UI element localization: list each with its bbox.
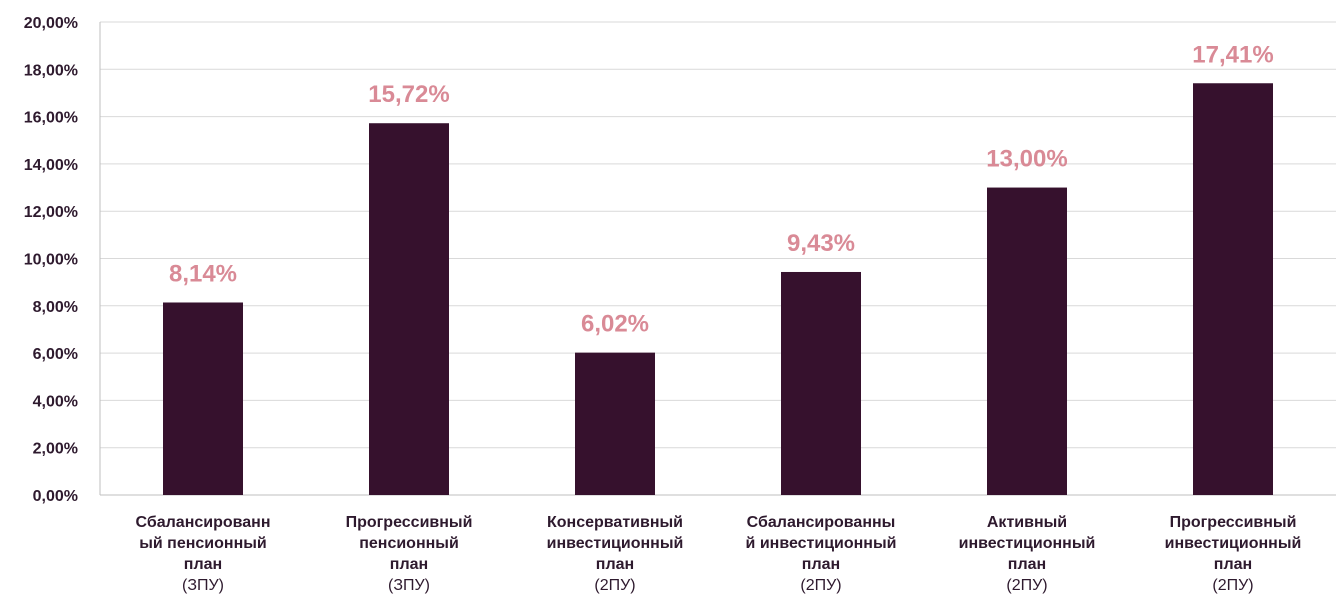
bar: [575, 352, 655, 495]
category-label-line: план: [1214, 556, 1252, 573]
category-label-line: план: [184, 556, 222, 573]
bar: [987, 187, 1067, 496]
y-tick-label: 10,00%: [24, 252, 78, 269]
category-label-line: Прогрессивный: [346, 514, 473, 531]
category-label: Прогрессивный пенсионный план (ЗПУ): [346, 514, 473, 594]
category-label-line: й инвестиционный: [746, 535, 897, 552]
category-label: Сбалансированн ый пенсионный план (ЗПУ): [136, 514, 271, 594]
y-tick-label: 4,00%: [33, 393, 78, 410]
category-label-line: Сбалансированн: [136, 514, 271, 531]
category-label: Консервативный инвестиционный план (2ПУ): [547, 514, 684, 594]
category-label-sub: (2ПУ): [594, 577, 635, 594]
bar: [1193, 83, 1273, 495]
bar: [781, 271, 861, 495]
bar: [163, 302, 243, 495]
y-tick-label: 8,00%: [33, 299, 78, 316]
data-labels: 8,14% 15,72% 6,02% 9,43% 13,00% 17,41%: [169, 41, 1274, 337]
category-label-line: Сбалансированны: [747, 514, 896, 531]
category-label-line: план: [1008, 556, 1046, 573]
x-axis-category-labels: Сбалансированн ый пенсионный план (ЗПУ)Прог…: [136, 514, 1302, 594]
category-label-line: Консервативный: [547, 514, 683, 531]
category-label-line: пенсионный: [359, 535, 459, 552]
y-tick-label: 2,00%: [33, 441, 78, 458]
category-label: Активный инвестиционный план (2ПУ): [959, 514, 1096, 594]
category-label-line: Активный: [987, 514, 1067, 531]
category-label-line: инвестиционный: [959, 535, 1096, 552]
data-label: 17,41%: [1192, 41, 1273, 68]
data-label: 15,72%: [368, 81, 449, 108]
category-label-sub: (ЗПУ): [388, 577, 430, 594]
category-label-line: план: [596, 556, 634, 573]
data-label: 6,02%: [581, 311, 649, 338]
data-label: 9,43%: [787, 230, 855, 257]
category-label-sub: (2ПУ): [1006, 577, 1047, 594]
category-label: Сбалансированны й инвестиционный план (2ПУ): [746, 514, 897, 594]
category-label-sub: (2ПУ): [1212, 577, 1253, 594]
y-axis: 0,00% 2,00% 4,00% 6,00% 8,00% 10,00% 12,00% 14,…: [24, 15, 1336, 505]
data-label: 13,00%: [986, 146, 1067, 173]
y-tick-label: 20,00%: [24, 15, 78, 32]
category-label-line: инвестиционный: [547, 535, 684, 552]
y-tick-label: 6,00%: [33, 346, 78, 363]
data-label: 8,14%: [169, 260, 237, 287]
category-label: Прогрессивный инвестиционный план (2ПУ): [1165, 514, 1302, 594]
category-label-line: инвестиционный: [1165, 535, 1302, 552]
bar: [369, 123, 449, 496]
y-tick-label: 18,00%: [24, 62, 78, 79]
category-label-sub: (2ПУ): [800, 577, 841, 594]
y-tick-label: 12,00%: [24, 204, 78, 221]
y-tick-label: 16,00%: [24, 110, 78, 127]
category-label-sub: (ЗПУ): [182, 577, 224, 594]
category-label-line: ый пенсионный: [139, 535, 267, 552]
y-tick-label: 0,00%: [33, 488, 78, 505]
category-label-line: план: [802, 556, 840, 573]
bars: [163, 83, 1273, 496]
y-tick-label: 14,00%: [24, 157, 78, 174]
grid-lines: [100, 21, 1336, 449]
category-label-line: Прогрессивный: [1170, 514, 1297, 531]
category-label-line: план: [390, 556, 428, 573]
